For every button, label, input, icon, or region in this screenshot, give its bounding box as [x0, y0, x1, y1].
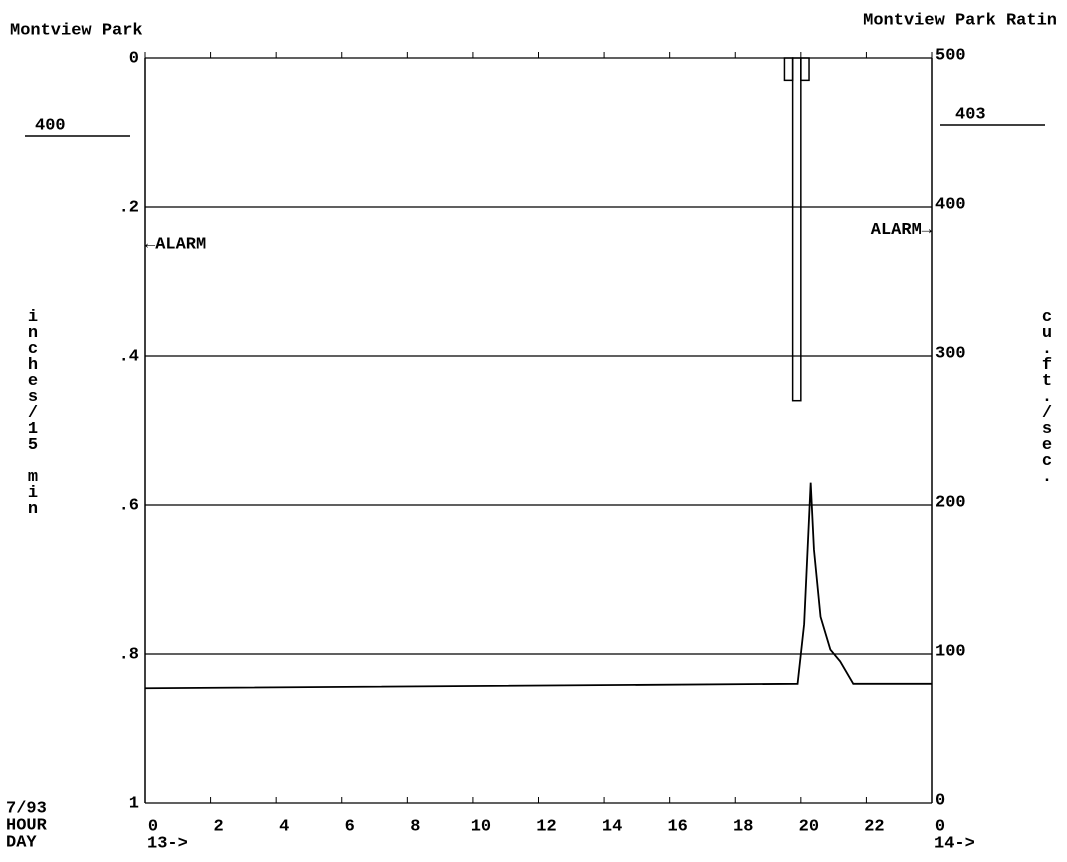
left-reading: 400: [35, 116, 66, 135]
y-tick-label: 0: [129, 49, 139, 68]
x-tick-label: 4: [279, 817, 289, 836]
rain-bar: [783, 57, 794, 82]
x-tick-label: 12: [536, 817, 556, 836]
x-tick-label: 20: [799, 817, 819, 836]
x-tick-label: 8: [410, 817, 420, 836]
y-tick-label: .6: [119, 496, 139, 515]
y-axis-label: inches/15 min: [24, 308, 43, 516]
right-reading: 403: [955, 105, 986, 124]
x-tick-label: 10: [471, 817, 491, 836]
date-label: 7/93: [6, 799, 47, 818]
x-tick-label: 0: [148, 817, 158, 836]
x-tick-label: 14: [602, 817, 622, 836]
y2-tick-label: 100: [935, 642, 966, 661]
y-tick-label: .2: [119, 198, 139, 217]
x-tick-label: 2: [213, 817, 223, 836]
flow-line: [144, 482, 932, 690]
x-tick-label: 0: [935, 817, 945, 836]
y2-tick-label: 500: [935, 46, 966, 65]
day-tick-label: 13->: [147, 834, 188, 853]
y2-tick-label: 200: [935, 493, 966, 512]
y2-tick-label: 0: [935, 791, 945, 810]
day-tick-label: 14->: [934, 834, 975, 853]
x-tick-label: 18: [733, 817, 753, 836]
y2-tick-label: 300: [935, 344, 966, 363]
chart-title-right: Montview Park Ratin: [863, 11, 1057, 30]
chart-title: Montview Park: [10, 21, 143, 40]
y2-axis-label: cu.ft./sec.: [1038, 308, 1057, 484]
y-tick-label: .8: [119, 645, 139, 664]
rain-bar: [800, 57, 810, 82]
y-tick-label: 1: [129, 794, 139, 813]
alarm-label: ALARM→: [871, 221, 933, 240]
x-tick-label: 6: [345, 817, 355, 836]
y-tick-label: .4: [119, 347, 139, 366]
x-tick-label: 22: [864, 817, 884, 836]
x-axis-label: HOUR: [6, 816, 48, 835]
y2-tick-label: 400: [935, 195, 966, 214]
alarm-label: ←ALARM: [145, 236, 206, 255]
day-axis-label: DAY: [6, 833, 37, 852]
x-tick-label: 16: [667, 817, 687, 836]
rain-bar: [791, 57, 802, 402]
